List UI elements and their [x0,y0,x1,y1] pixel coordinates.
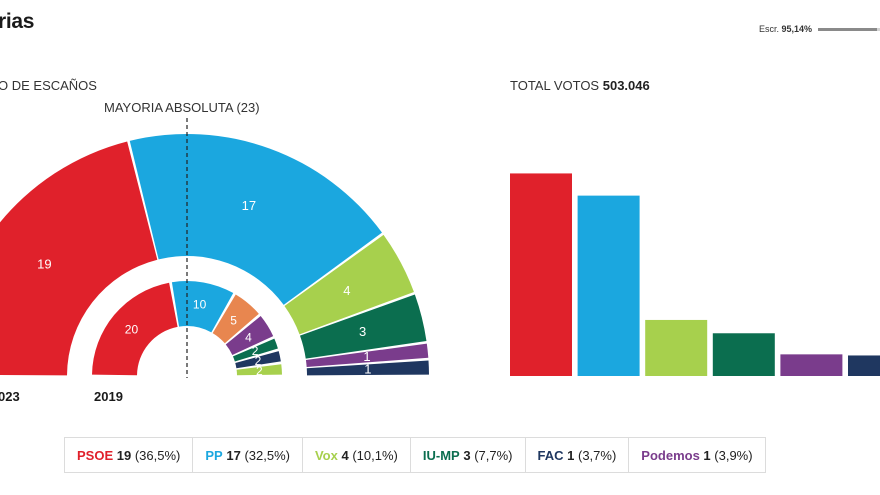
scrutiny-progress-bar [818,27,880,31]
hemicycle-current-segment-iu-mp [299,294,427,359]
legend-party-seats: 1 [567,447,575,463]
hemicycle-previous-label-podemos: 4 [245,331,252,345]
hemicycle-previous-label-vox: 2 [256,364,263,378]
vote-bar-podemos [780,354,843,376]
hemicycle-previous-segment-fac [235,351,281,369]
year-label-current: 023 [0,389,20,404]
hemicycle-current-segment-fac [306,360,429,376]
votes-total: 503.046 [602,78,650,93]
votes-label: TOTAL VOTOS [510,78,600,93]
hemicycle-previous-segment-psoe [92,282,178,376]
legend-party-pct: (7,7%) [474,447,513,463]
hemicycle-current-segment-psoe [0,141,158,376]
scrutiny-progress: Escr. 95,14% [759,24,880,34]
vote-bar-pp [577,195,640,376]
hemicycle-previous-segment-cs [212,294,259,344]
hemicycle-previous-label-iu-mp: 2 [252,344,259,358]
hemicycle-current-label-fac: 1 [364,362,371,377]
hemicycle-previous-segment-podemos [225,316,274,355]
legend-party-seats: 4 [341,447,349,463]
vote-bar-psoe [510,173,572,376]
legend-party-seats: 17 [226,447,241,463]
page-title: rias [0,10,35,33]
hemicycle-current-label-pp: 17 [242,198,256,213]
legend-party-name: Vox [314,447,338,463]
hemicycle-current-segment-podemos [305,343,429,367]
legend-party-name: PSOE [77,447,114,463]
legend-party-pct: (3,9%) [714,447,753,463]
legend-party-name: IU-MP [422,447,460,463]
hemicycle-current-segment-vox [284,234,414,335]
hemicycle-current-label-podemos: 1 [363,349,370,364]
hemicycle-current-label-psoe: 19 [37,257,51,272]
party-legend: PSOE 19 (36,5%) PP 17 (32,5%) Vox 4 (10,1%… [64,437,766,473]
seats-heading: O DE ESCAÑOS [0,78,97,93]
legend-party-seats: 3 [463,447,471,463]
year-label-previous: 2019 [94,389,123,404]
hemicycle-previous-segment-vox [236,364,282,376]
hemicycle-current-label-vox: 4 [343,283,350,298]
legend-item-vox: Vox 4 (10,1%) [303,438,411,472]
legend-party-pct: (10,1%) [352,447,398,463]
hemicycle-previous-segment-iu-mp [232,338,278,362]
majority-label: MAYORIA ABSOLUTA (23) [104,100,260,115]
hemicycle-previous-label-pp: 10 [193,298,207,312]
legend-item-psoe: PSOE 19 (36,5%) [65,438,194,472]
legend-party-seats: 19 [116,447,132,463]
votes-bar-chart [510,173,880,376]
legend-party-name: FAC [537,447,564,463]
legend-item-podemos: Podemos 1 (3,9%) [629,438,764,472]
scrutiny-progress-fill [818,27,877,31]
legend-party-name: PP [205,447,223,463]
legend-item-fac: FAC 1 (3,7%) [526,438,630,472]
votes-heading: TOTAL VOTOS 503.046 [510,78,650,93]
legend-party-pct: (3,7%) [577,447,617,463]
legend-party-seats: 1 [703,447,711,463]
legend-item-iu-mp: IU-MP 3 (7,7%) [411,438,526,472]
legend-item-pp: PP 17 (32,5%) [193,438,303,472]
scrutiny-value: 95,14% [781,24,812,34]
hemicycle-current-label-iu-mp: 3 [359,324,366,339]
hemicycle-previous-label-fac: 2 [255,354,262,368]
legend-party-pct: (32,5%) [244,447,290,463]
vote-bar-vox [645,319,708,376]
scrutiny-label: Escr. [758,24,779,34]
hemicycle-previous-label-cs: 5 [230,313,237,327]
vote-bar-fac [848,355,880,376]
legend-party-name: Podemos [641,447,700,463]
vote-bar-iu-mp [712,333,775,376]
hemicycle-current-segment-pp [129,134,382,305]
hemicycle-previous-label-psoe: 20 [125,322,139,336]
legend-party-pct: (36,5%) [134,447,181,463]
